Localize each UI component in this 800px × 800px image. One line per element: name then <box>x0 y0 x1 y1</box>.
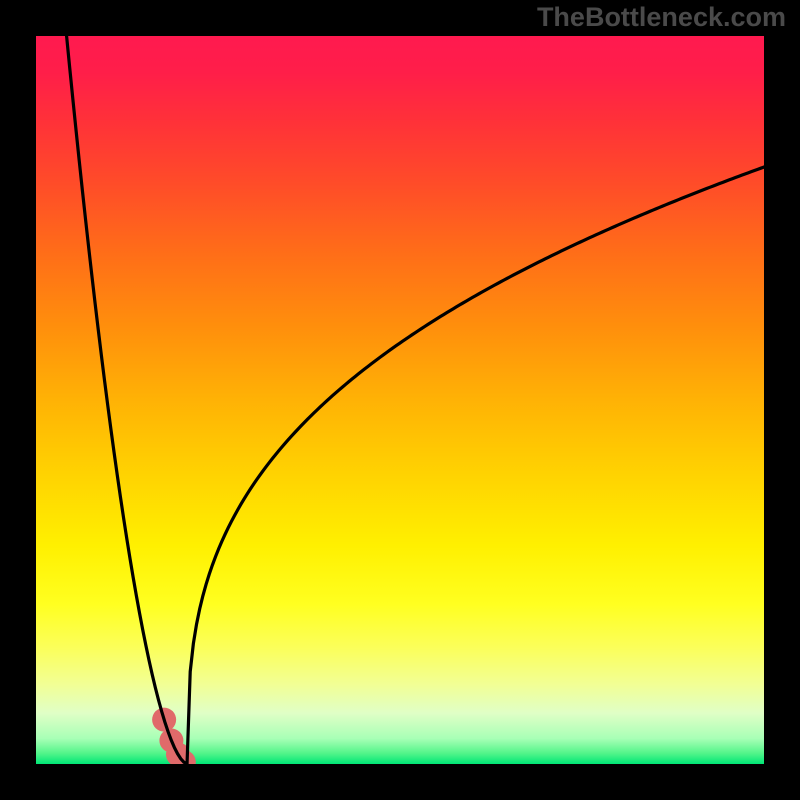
bottleneck-curve <box>67 36 764 764</box>
chart-container: TheBottleneck.com <box>0 0 800 800</box>
watermark-text: TheBottleneck.com <box>537 2 786 33</box>
curve-svg <box>0 0 800 800</box>
